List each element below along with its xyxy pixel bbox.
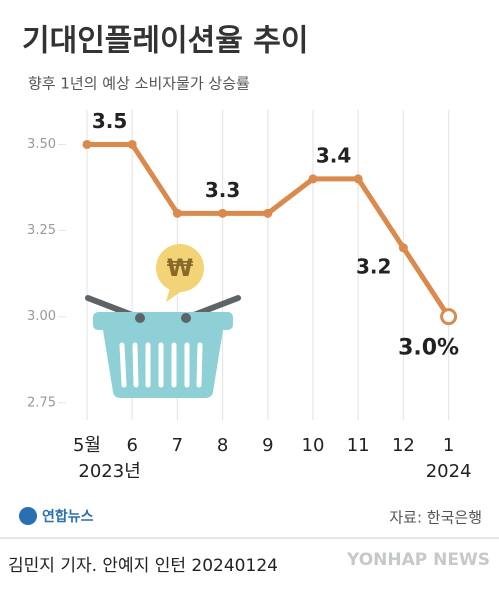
basket-rim xyxy=(93,312,233,330)
chart-subtitle: 향후 1년의 예상 소비자물가 상승률 xyxy=(28,75,250,93)
x-tick-label: 7 xyxy=(172,435,183,456)
coin-bubble xyxy=(156,244,204,292)
marker xyxy=(263,208,273,218)
watermark: YONHAP NEWS xyxy=(346,550,490,570)
marker xyxy=(440,308,458,326)
grid: 2.75 3.00 3.25 3.50 5월 2023년 6 7 8 9 10 11 12 1 2024 xyxy=(27,110,472,482)
source: 자료: 한국은행 xyxy=(389,509,482,527)
plot: 3.5 3.3 3.4 3.2 3.0% xyxy=(82,109,459,361)
y-tick-label: 3.00 xyxy=(27,309,56,324)
x-tick-label: 9 xyxy=(262,435,273,456)
marker xyxy=(353,174,363,184)
logo: 연합뉴스 xyxy=(42,508,94,525)
y-tick-label: 3.25 xyxy=(27,223,56,238)
chart-title: 기대인플레이션율 추이 xyxy=(22,24,308,59)
y-tick-label: 3.50 xyxy=(27,137,56,152)
value-label: 3.3 xyxy=(205,178,240,202)
x-tick-label: 5월 xyxy=(73,435,101,456)
basket-slots xyxy=(119,342,203,388)
bubble-tail xyxy=(166,288,182,302)
marker xyxy=(172,208,182,218)
marker xyxy=(218,208,228,218)
value-label: 3.2 xyxy=(356,254,391,278)
x-tick-label: 10 xyxy=(302,435,325,456)
value-label: 3.0% xyxy=(398,336,459,361)
logo-icon xyxy=(19,507,37,525)
marker xyxy=(398,243,408,253)
x-sublabel: 2024 xyxy=(426,461,472,482)
x-tick-label: 6 xyxy=(126,435,137,456)
value-label: 3.4 xyxy=(316,143,351,167)
won-sign: ₩ xyxy=(167,254,194,282)
x-sublabel: 2023년 xyxy=(78,461,140,482)
value-label: 3.5 xyxy=(92,109,127,133)
basket-illustration: ₩ xyxy=(85,244,241,398)
x-tick-label: 11 xyxy=(347,435,370,456)
x-tick-label: 1 xyxy=(443,435,454,456)
x-tick-label: 8 xyxy=(217,435,228,456)
y-tick-label: 2.75 xyxy=(27,395,56,410)
marker xyxy=(308,174,318,184)
marker xyxy=(127,139,137,149)
credit: 김민지 기자. 안예지 인턴 20240124 xyxy=(8,556,278,576)
x-tick-label: 12 xyxy=(392,435,415,456)
marker xyxy=(82,139,92,149)
